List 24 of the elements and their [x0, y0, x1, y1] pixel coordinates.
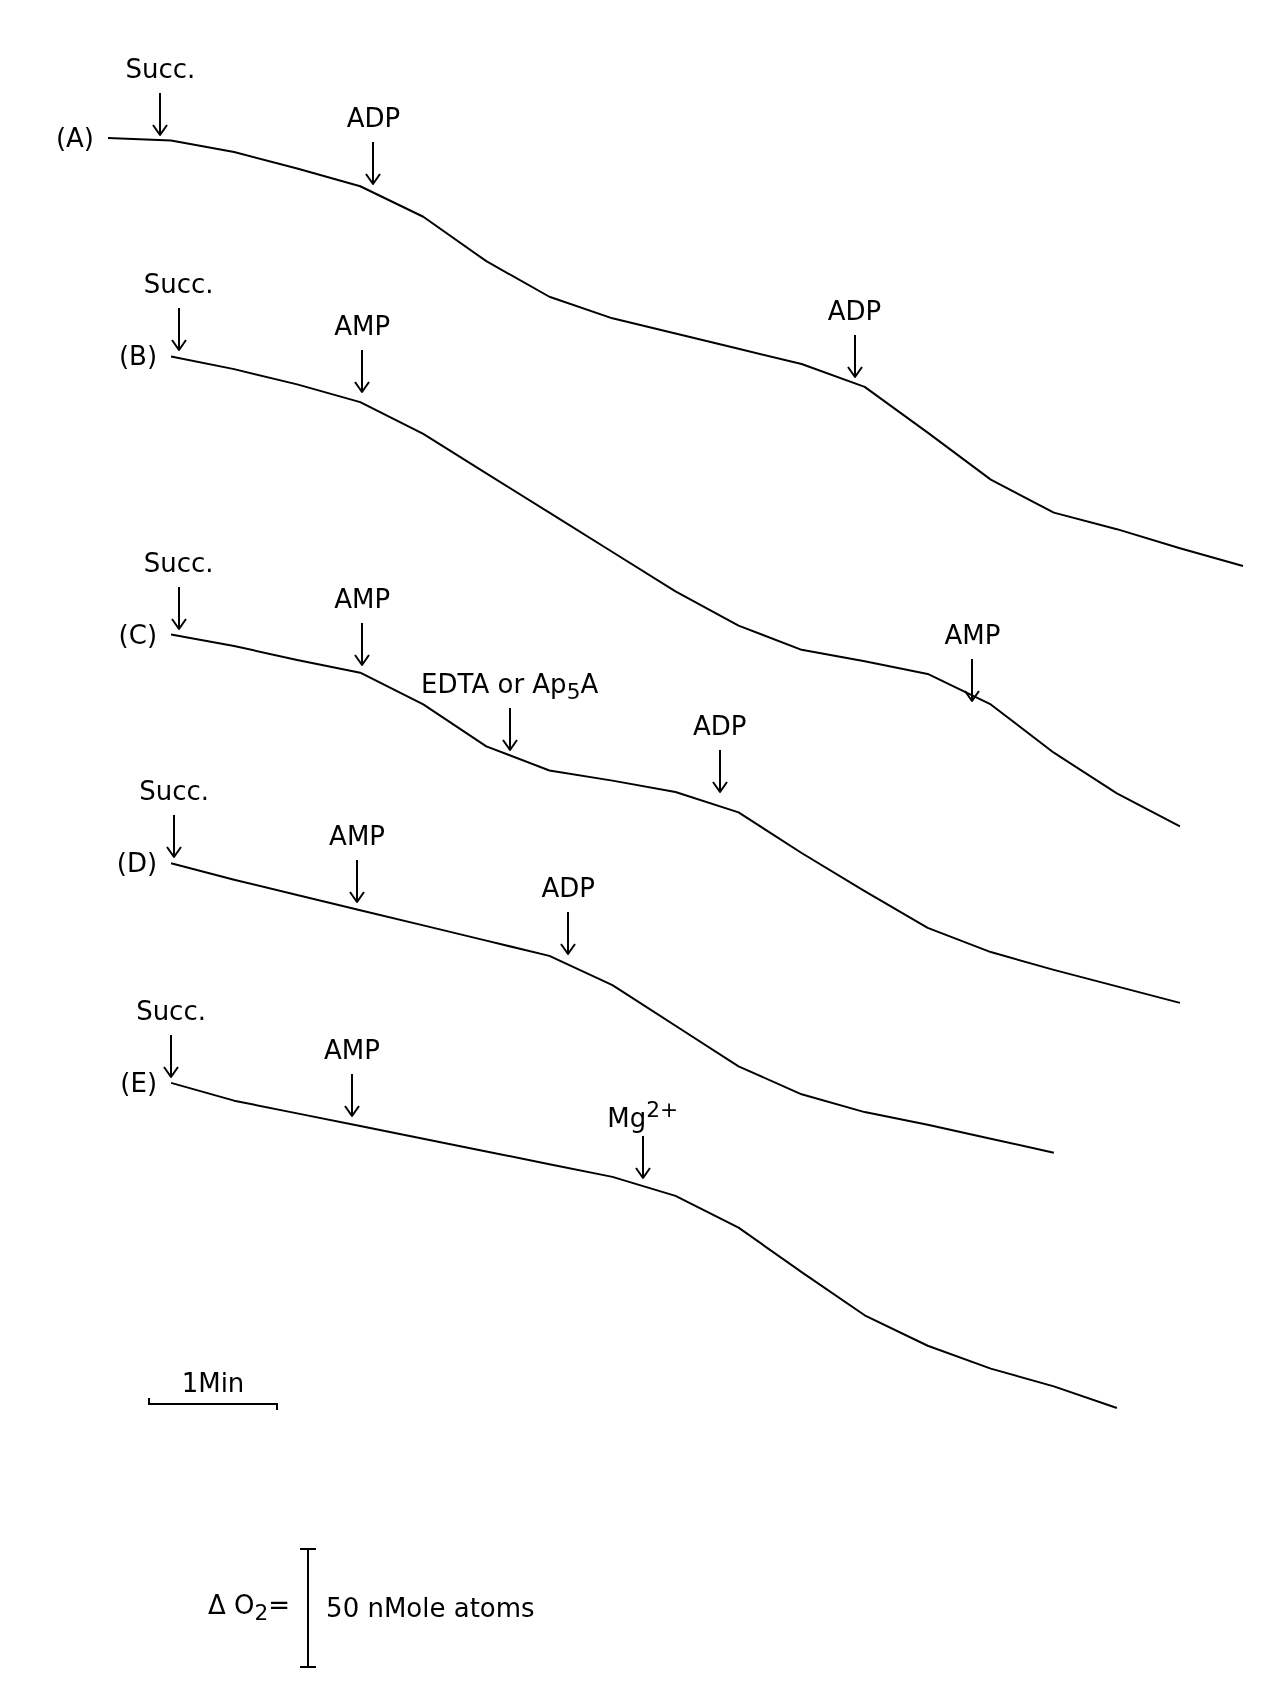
- text: 50 nMole atoms: [326, 1593, 535, 1623]
- annotation: AMP: [333, 311, 392, 342]
- text: Succ.: [124, 53, 197, 84]
- legend-label: (B): [118, 341, 158, 372]
- annotation: ADP: [826, 296, 883, 327]
- annotation: AMP: [323, 1035, 381, 1066]
- annotation: AMP: [328, 820, 386, 851]
- text: ADP: [345, 103, 402, 134]
- annotation: Mg$^{2+}$: [606, 1097, 680, 1134]
- legend-label: (D): [116, 848, 158, 879]
- annotation: AMP: [943, 619, 1002, 650]
- annotation: EDTA or Ap$_{5}$A: [420, 669, 600, 705]
- legend-label: (E): [120, 1067, 158, 1098]
- legend-label: (A): [55, 123, 94, 153]
- legend-label: (C): [118, 619, 158, 650]
- annotation: Succ.: [135, 995, 207, 1026]
- annotation: Succ.: [142, 547, 215, 578]
- annotation: Succ.: [138, 776, 211, 807]
- annotation: Succ.: [142, 269, 215, 300]
- annotation: ADP: [691, 711, 748, 742]
- annotation: 1Min: [180, 1368, 246, 1398]
- annotation: AMP: [333, 584, 392, 615]
- text: Δ O$_{2}$=: [208, 1590, 291, 1626]
- annotation: ADP: [540, 872, 597, 903]
